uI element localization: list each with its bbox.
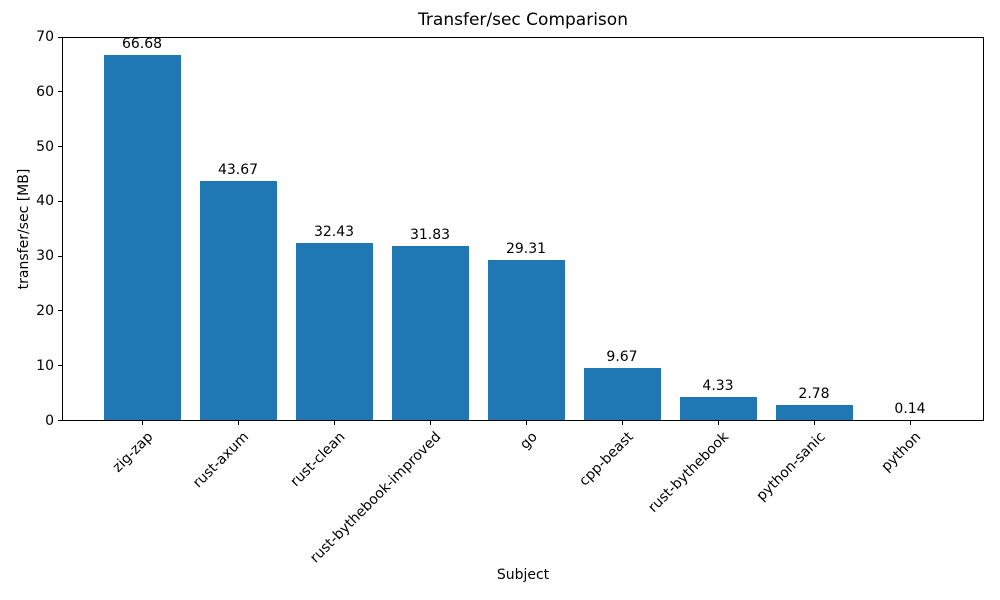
y-tick [58, 200, 62, 202]
x-tick-label: rust-bythebook [645, 429, 733, 516]
bar-value-label: 32.43 [313, 223, 355, 240]
bar-value-label: 66.68 [121, 36, 163, 53]
bar-value-label: 29.31 [505, 240, 547, 257]
bar-value-label: 31.83 [409, 227, 451, 244]
y-tick [58, 310, 62, 312]
x-tick-label: go [516, 429, 541, 453]
bar [103, 55, 181, 421]
bar-value-label: 0.14 [894, 400, 926, 417]
bar-value-label: 9.67 [606, 348, 638, 365]
y-tick-label: 40 [36, 193, 54, 210]
bar [871, 419, 949, 421]
y-tick-label: 70 [36, 29, 54, 45]
y-tick-label: 20 [36, 302, 54, 319]
x-tick-label: rust-clean [287, 429, 349, 490]
x-tick-label: cpp-beast [575, 429, 637, 490]
bar [199, 181, 277, 421]
y-tick [58, 255, 62, 257]
x-tick-label: rust-axum [190, 429, 253, 492]
x-tick [813, 421, 815, 425]
chart-title: Transfer/sec Comparison [418, 10, 628, 30]
x-tick-label: zig-zap [109, 429, 157, 476]
x-tick-label: python-sanic [753, 429, 829, 505]
y-tick [58, 420, 62, 421]
y-tick [58, 36, 62, 38]
x-axis-label: Subject [496, 567, 550, 583]
y-tick-label: 0 [45, 412, 54, 429]
x-tick [429, 421, 431, 425]
bar-value-label: 4.33 [702, 377, 734, 394]
x-tick [717, 421, 719, 425]
x-tick [909, 421, 911, 425]
bar [295, 242, 373, 421]
bar [487, 259, 565, 421]
x-tick [333, 421, 335, 425]
y-tick [58, 91, 62, 93]
x-tick [621, 421, 623, 425]
y-tick-label: 50 [36, 138, 54, 155]
bar [679, 396, 757, 421]
x-tick [525, 421, 527, 425]
y-axis-label: transfer/sec [MB] [16, 168, 32, 290]
y-tick [58, 146, 62, 148]
bar [583, 367, 661, 421]
y-tick-label: 10 [36, 357, 54, 374]
y-tick [58, 365, 62, 367]
bar-value-label: 2.78 [798, 386, 830, 403]
bar [775, 405, 853, 421]
y-tick-label: 60 [36, 83, 54, 100]
bar [391, 246, 469, 421]
x-tick [141, 421, 143, 425]
y-tick-label: 30 [36, 248, 54, 265]
x-tick [237, 421, 239, 425]
bar-value-label: 43.67 [217, 162, 259, 179]
x-tick-label: python [878, 429, 925, 475]
